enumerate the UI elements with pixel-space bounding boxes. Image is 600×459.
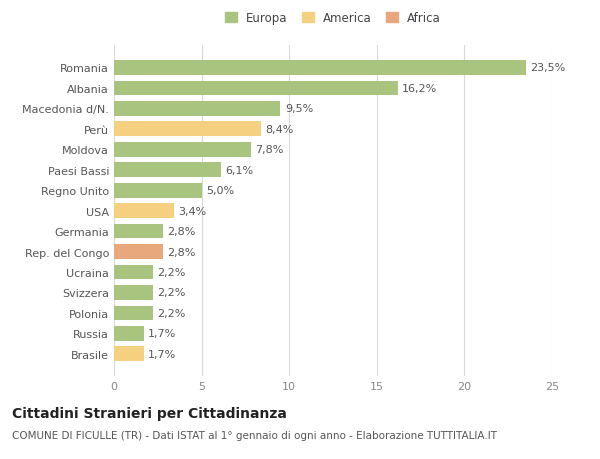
Bar [114, 224, 163, 239]
Text: 23,5%: 23,5% [530, 63, 565, 73]
Bar [114, 81, 398, 96]
Bar [114, 347, 144, 361]
Bar [114, 184, 202, 198]
Text: 1,7%: 1,7% [148, 329, 176, 339]
Text: 7,8%: 7,8% [255, 145, 283, 155]
Bar [114, 122, 261, 137]
Text: 2,2%: 2,2% [157, 288, 185, 298]
Bar [114, 102, 280, 117]
Bar [114, 204, 173, 218]
Text: 6,1%: 6,1% [225, 165, 253, 175]
Bar [114, 61, 526, 76]
Text: 1,7%: 1,7% [148, 349, 176, 359]
Bar [114, 163, 221, 178]
Bar [114, 143, 251, 157]
Text: 16,2%: 16,2% [402, 84, 437, 94]
Text: 2,8%: 2,8% [167, 247, 196, 257]
Bar [114, 265, 152, 280]
Text: COMUNE DI FICULLE (TR) - Dati ISTAT al 1° gennaio di ogni anno - Elaborazione TU: COMUNE DI FICULLE (TR) - Dati ISTAT al 1… [12, 431, 497, 441]
Text: 5,0%: 5,0% [206, 186, 234, 196]
Bar [114, 285, 152, 300]
Text: 9,5%: 9,5% [285, 104, 313, 114]
Text: 2,2%: 2,2% [157, 268, 185, 277]
Text: 3,4%: 3,4% [178, 206, 206, 216]
Bar [114, 245, 163, 259]
Text: 8,4%: 8,4% [266, 124, 294, 134]
Text: 2,2%: 2,2% [157, 308, 185, 318]
Bar [114, 326, 144, 341]
Text: 2,8%: 2,8% [167, 227, 196, 236]
Text: Cittadini Stranieri per Cittadinanza: Cittadini Stranieri per Cittadinanza [12, 406, 287, 420]
Bar [114, 306, 152, 320]
Legend: Europa, America, Africa: Europa, America, Africa [221, 9, 445, 29]
